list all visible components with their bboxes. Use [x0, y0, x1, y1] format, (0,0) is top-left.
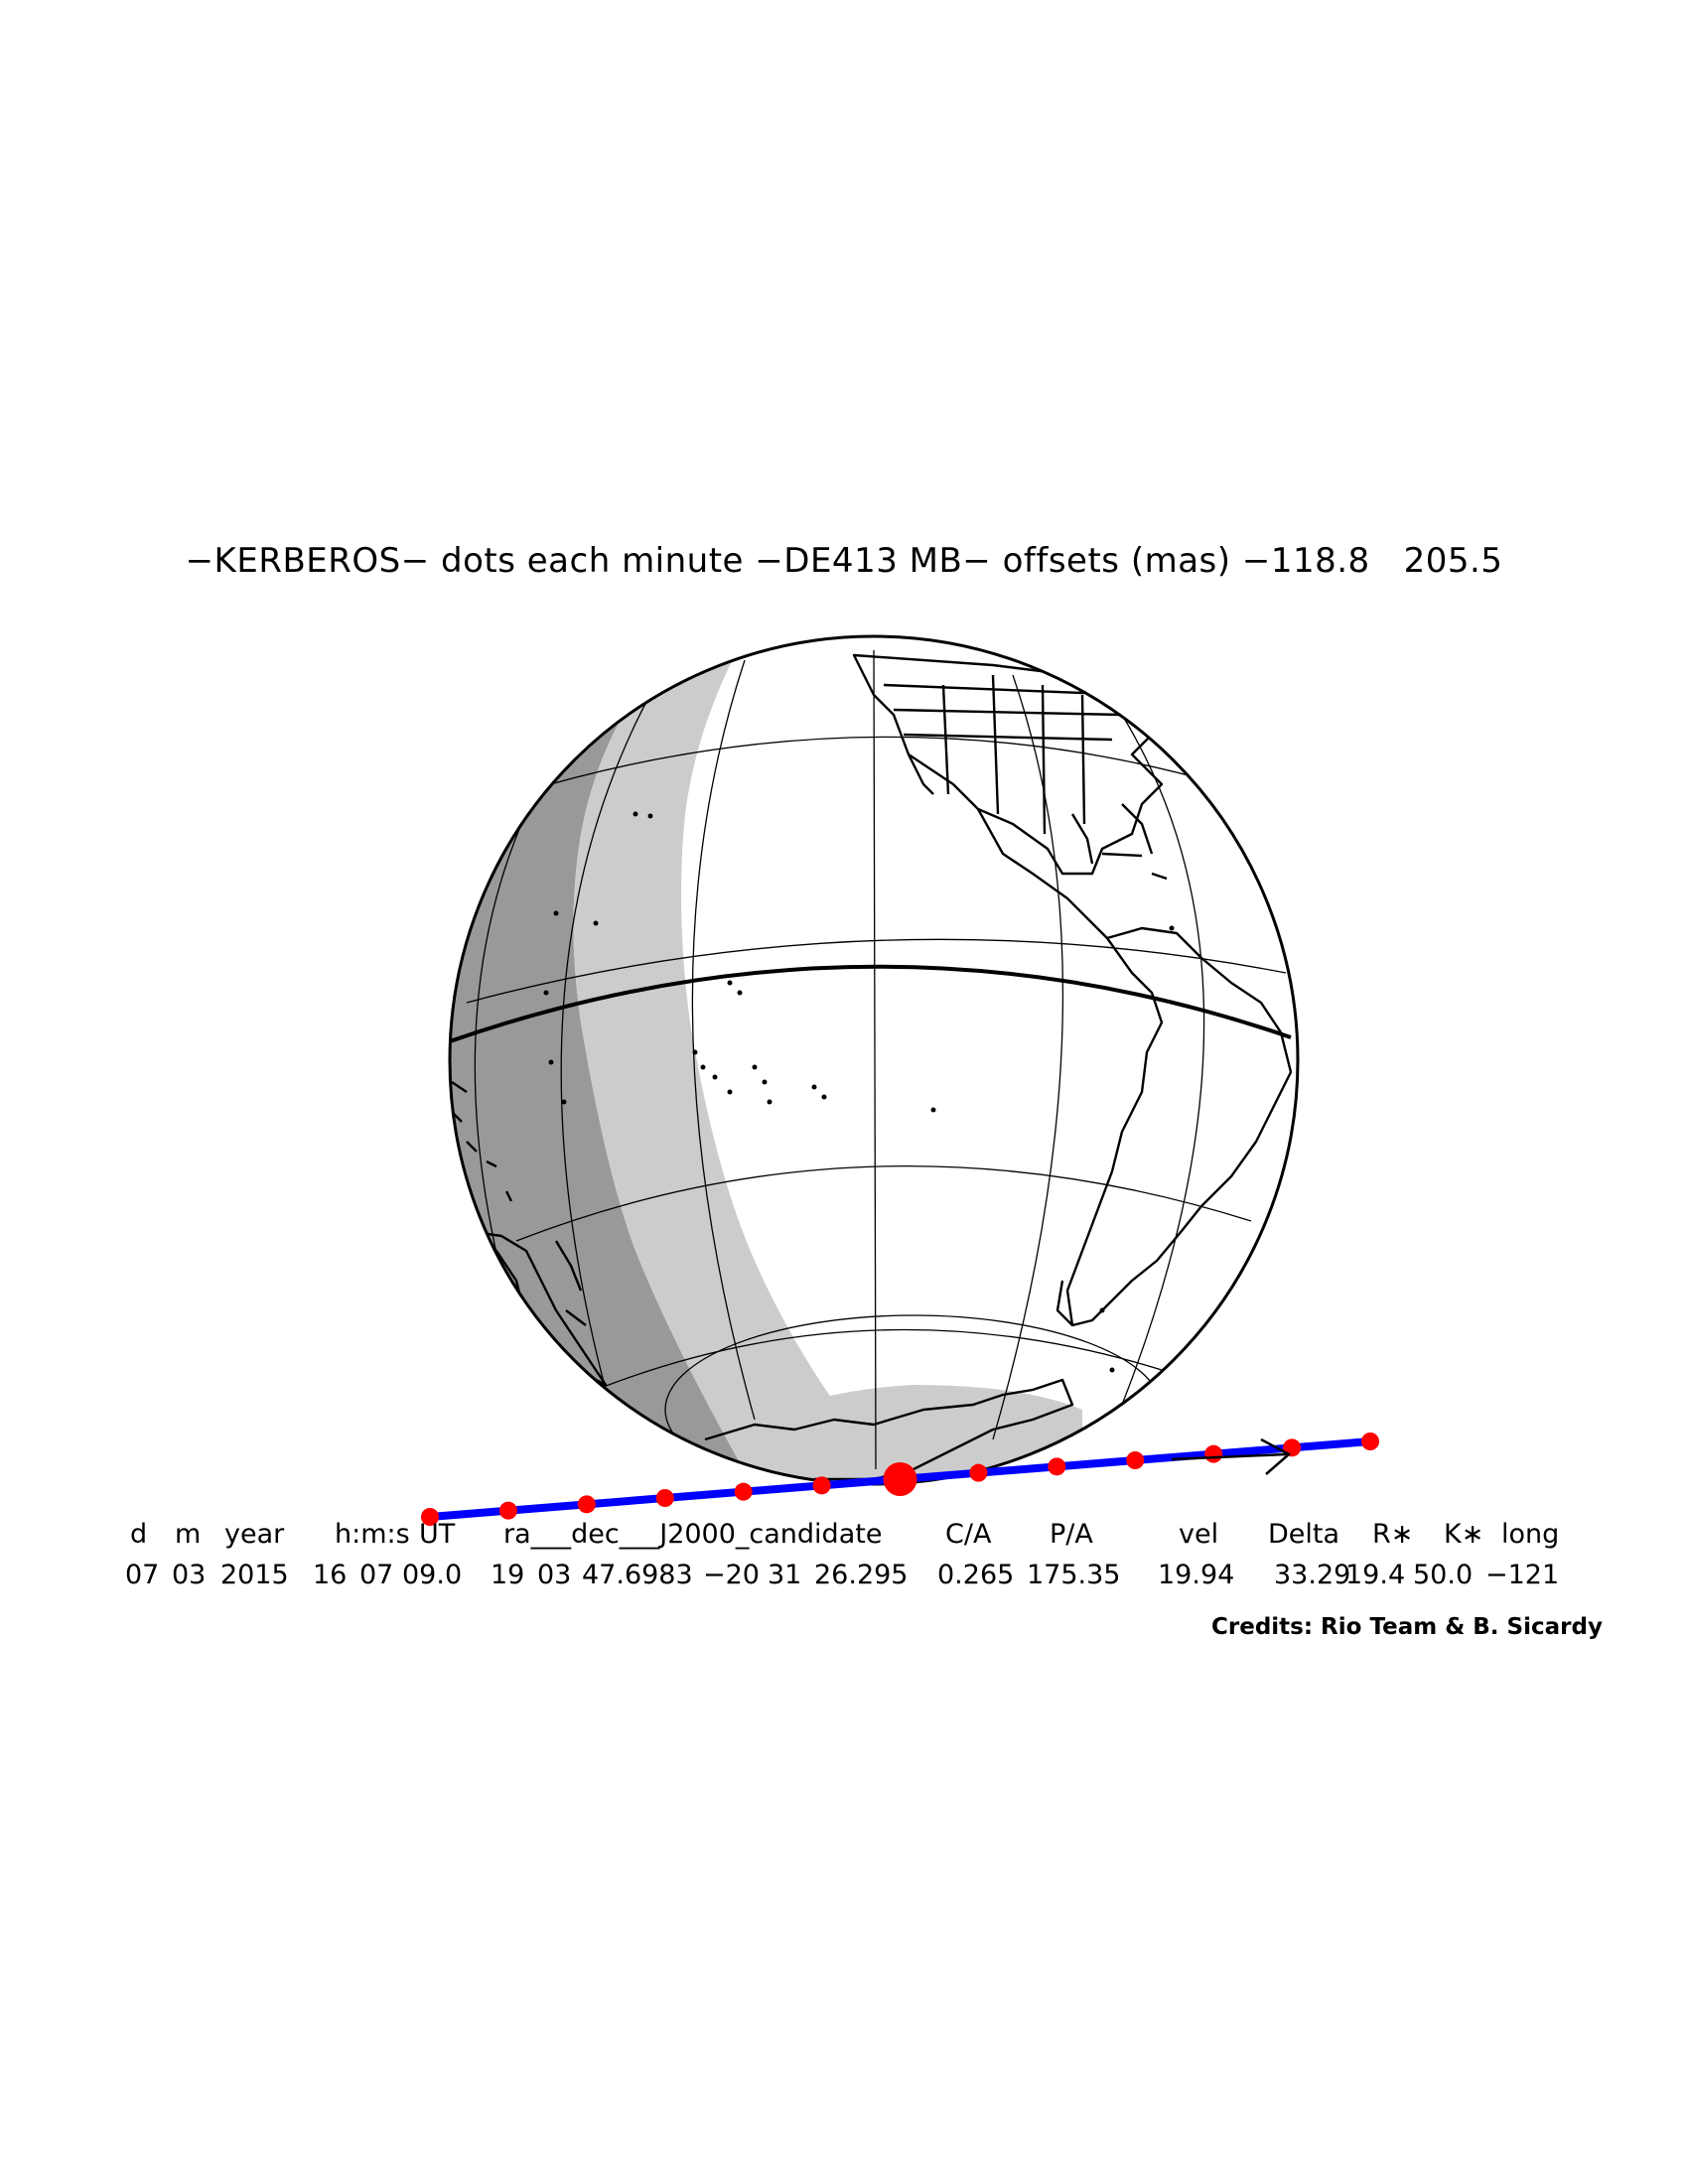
value-second: 09.0 — [402, 1560, 463, 1590]
central-america — [976, 808, 1108, 939]
value-dec-s: 26.295 — [814, 1560, 909, 1590]
header-coords: ra___dec___J2000_candidate — [503, 1519, 883, 1550]
pacific-islands — [543, 811, 1175, 1373]
value-ra-s: 47.6983 — [582, 1560, 693, 1590]
equator — [450, 964, 1292, 1044]
twilight-region — [573, 636, 973, 1484]
globe-shading — [450, 636, 1293, 1484]
track-dots — [421, 1433, 1379, 1526]
value-long: −121 — [1485, 1560, 1560, 1590]
header-year: year — [224, 1519, 285, 1550]
header-pa: P/A — [1050, 1519, 1093, 1550]
track-dot — [969, 1463, 988, 1482]
track-dot — [1204, 1444, 1223, 1463]
header-hms: h:m:s — [335, 1519, 410, 1550]
header-m: m — [175, 1519, 202, 1550]
track-dot — [1361, 1433, 1379, 1450]
australia — [465, 1229, 608, 1387]
closest-approach-dot — [883, 1462, 917, 1496]
header-kstar: K∗ — [1444, 1519, 1484, 1550]
header-ut: UT — [419, 1519, 456, 1550]
credits-text: Credits: Rio Team & B. Sicardy — [1211, 1614, 1603, 1640]
track-dot — [812, 1476, 831, 1495]
value-dec-m: 31 — [768, 1560, 802, 1590]
track-dot — [1048, 1457, 1066, 1476]
value-kstar: 50.0 — [1413, 1560, 1474, 1590]
track-dot — [577, 1495, 596, 1514]
value-rstar: 19.4 — [1345, 1560, 1406, 1590]
meridians — [474, 649, 1205, 1470]
header-d: d — [130, 1519, 148, 1550]
value-minute: 07 — [359, 1560, 394, 1590]
track-dot — [734, 1482, 753, 1501]
south-america — [1065, 926, 1293, 1327]
header-ca: C/A — [945, 1519, 992, 1550]
value-delta: 33.29 — [1274, 1560, 1351, 1590]
value-hour: 16 — [313, 1560, 348, 1590]
header-delta: Delta — [1268, 1519, 1340, 1550]
value-dec-d: −20 — [703, 1560, 760, 1590]
header-rstar: R∗ — [1372, 1519, 1414, 1550]
night-region — [450, 636, 755, 1484]
value-d: 07 — [125, 1560, 160, 1590]
direction-arrow — [1171, 1437, 1292, 1475]
value-ra-m: 03 — [537, 1560, 572, 1590]
track-dot — [1126, 1451, 1145, 1469]
antarctica — [704, 1378, 1074, 1481]
value-vel: 19.94 — [1158, 1560, 1235, 1590]
chart-title: −KERBEROS− dots each minute −DE413 MB− o… — [185, 541, 1503, 581]
header-long: long — [1501, 1519, 1560, 1550]
track-dot — [421, 1508, 439, 1526]
track-dot — [498, 1501, 517, 1520]
value-year: 2015 — [220, 1560, 289, 1590]
track-dot — [655, 1489, 674, 1507]
header-vel: vel — [1179, 1519, 1219, 1550]
value-m: 03 — [172, 1560, 207, 1590]
value-ca: 0.265 — [937, 1560, 1015, 1590]
value-pa: 175.35 — [1027, 1560, 1121, 1590]
value-ra-h: 19 — [491, 1560, 525, 1590]
